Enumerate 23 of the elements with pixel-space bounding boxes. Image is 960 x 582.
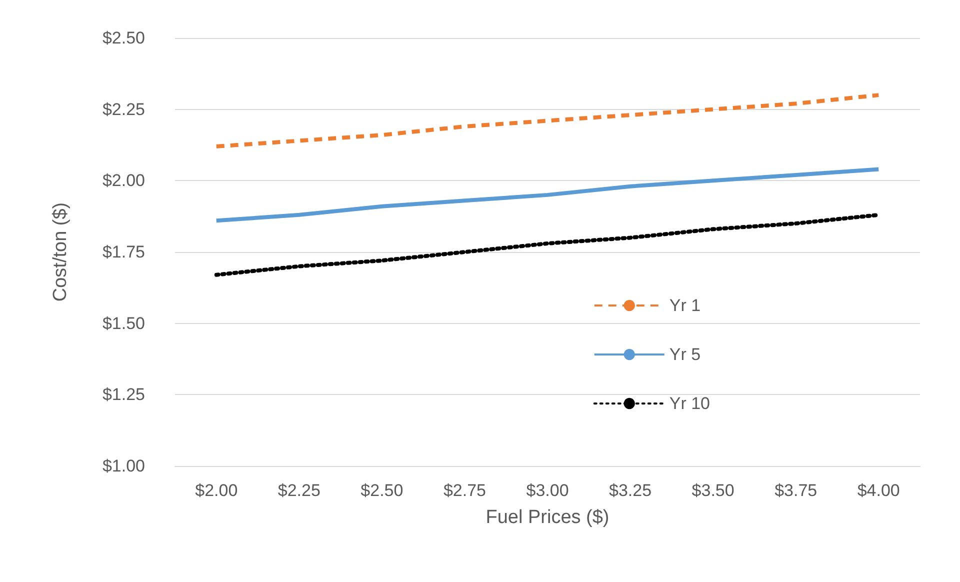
x-tick-label: $2.00 xyxy=(195,481,238,500)
y-tick-label: $2.25 xyxy=(102,100,145,119)
x-tick-label: $2.25 xyxy=(278,481,320,500)
y-tick-label: $1.75 xyxy=(102,242,145,262)
y-tick-label: $1.00 xyxy=(102,456,145,476)
y-tick-label: $1.50 xyxy=(102,314,145,333)
legend-label: Yr 10 xyxy=(669,394,710,413)
x-tick-label: $4.00 xyxy=(857,481,900,500)
y-tick-label: $2.50 xyxy=(102,28,145,48)
x-tick-label: $2.50 xyxy=(360,481,404,500)
line-series xyxy=(214,167,881,223)
x-tick-label: $2.75 xyxy=(443,481,486,500)
y-tick-label: $2.00 xyxy=(102,171,145,190)
x-tick-label: $3.25 xyxy=(609,481,652,500)
legend-label: Yr 5 xyxy=(669,345,701,364)
x-tick-label: $3.50 xyxy=(692,481,734,500)
legend-label: Yr 1 xyxy=(669,296,701,315)
y-tick-label: $1.25 xyxy=(102,385,145,404)
x-axis-title: Fuel Prices ($) xyxy=(486,507,610,528)
x-tick-label: $3.75 xyxy=(774,481,818,500)
y-axis-title: Cost/ton ($) xyxy=(50,202,71,302)
line-series xyxy=(214,93,881,148)
x-tick-label: $3.00 xyxy=(526,481,569,500)
